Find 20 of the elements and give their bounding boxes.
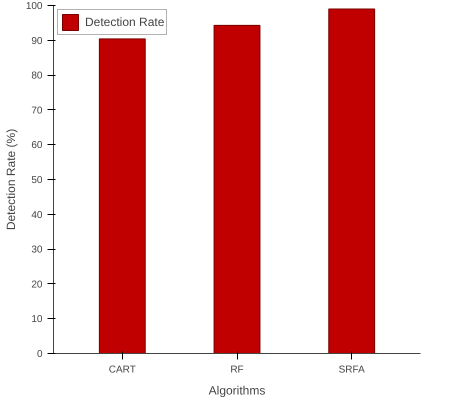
y-tick-label: 70 <box>31 105 43 116</box>
legend-label: Detection Rate <box>85 15 164 29</box>
y-tick-label: 30 <box>31 244 43 256</box>
y-tick-label: 20 <box>31 279 43 290</box>
y-tick-label: 0 <box>36 349 43 360</box>
y-tick-label: 60 <box>31 140 43 152</box>
bar <box>328 8 376 354</box>
x-tick-label: CART <box>108 364 136 376</box>
x-tick-label: SRFA <box>338 364 366 376</box>
y-tick-label: 90 <box>31 36 43 47</box>
y-tick-label: 10 <box>31 314 43 326</box>
y-tick-label: 50 <box>31 175 43 186</box>
y-tick-label: 100 <box>26 1 43 12</box>
y-tick-label: 40 <box>31 210 43 221</box>
y-tick-label: 80 <box>31 70 43 82</box>
x-axis-title: Algorithms <box>208 384 266 398</box>
bar <box>214 24 260 354</box>
x-tick-label: RF <box>230 364 244 376</box>
bar <box>98 38 146 354</box>
y-axis-title: Detection Rate (%) <box>4 128 18 230</box>
